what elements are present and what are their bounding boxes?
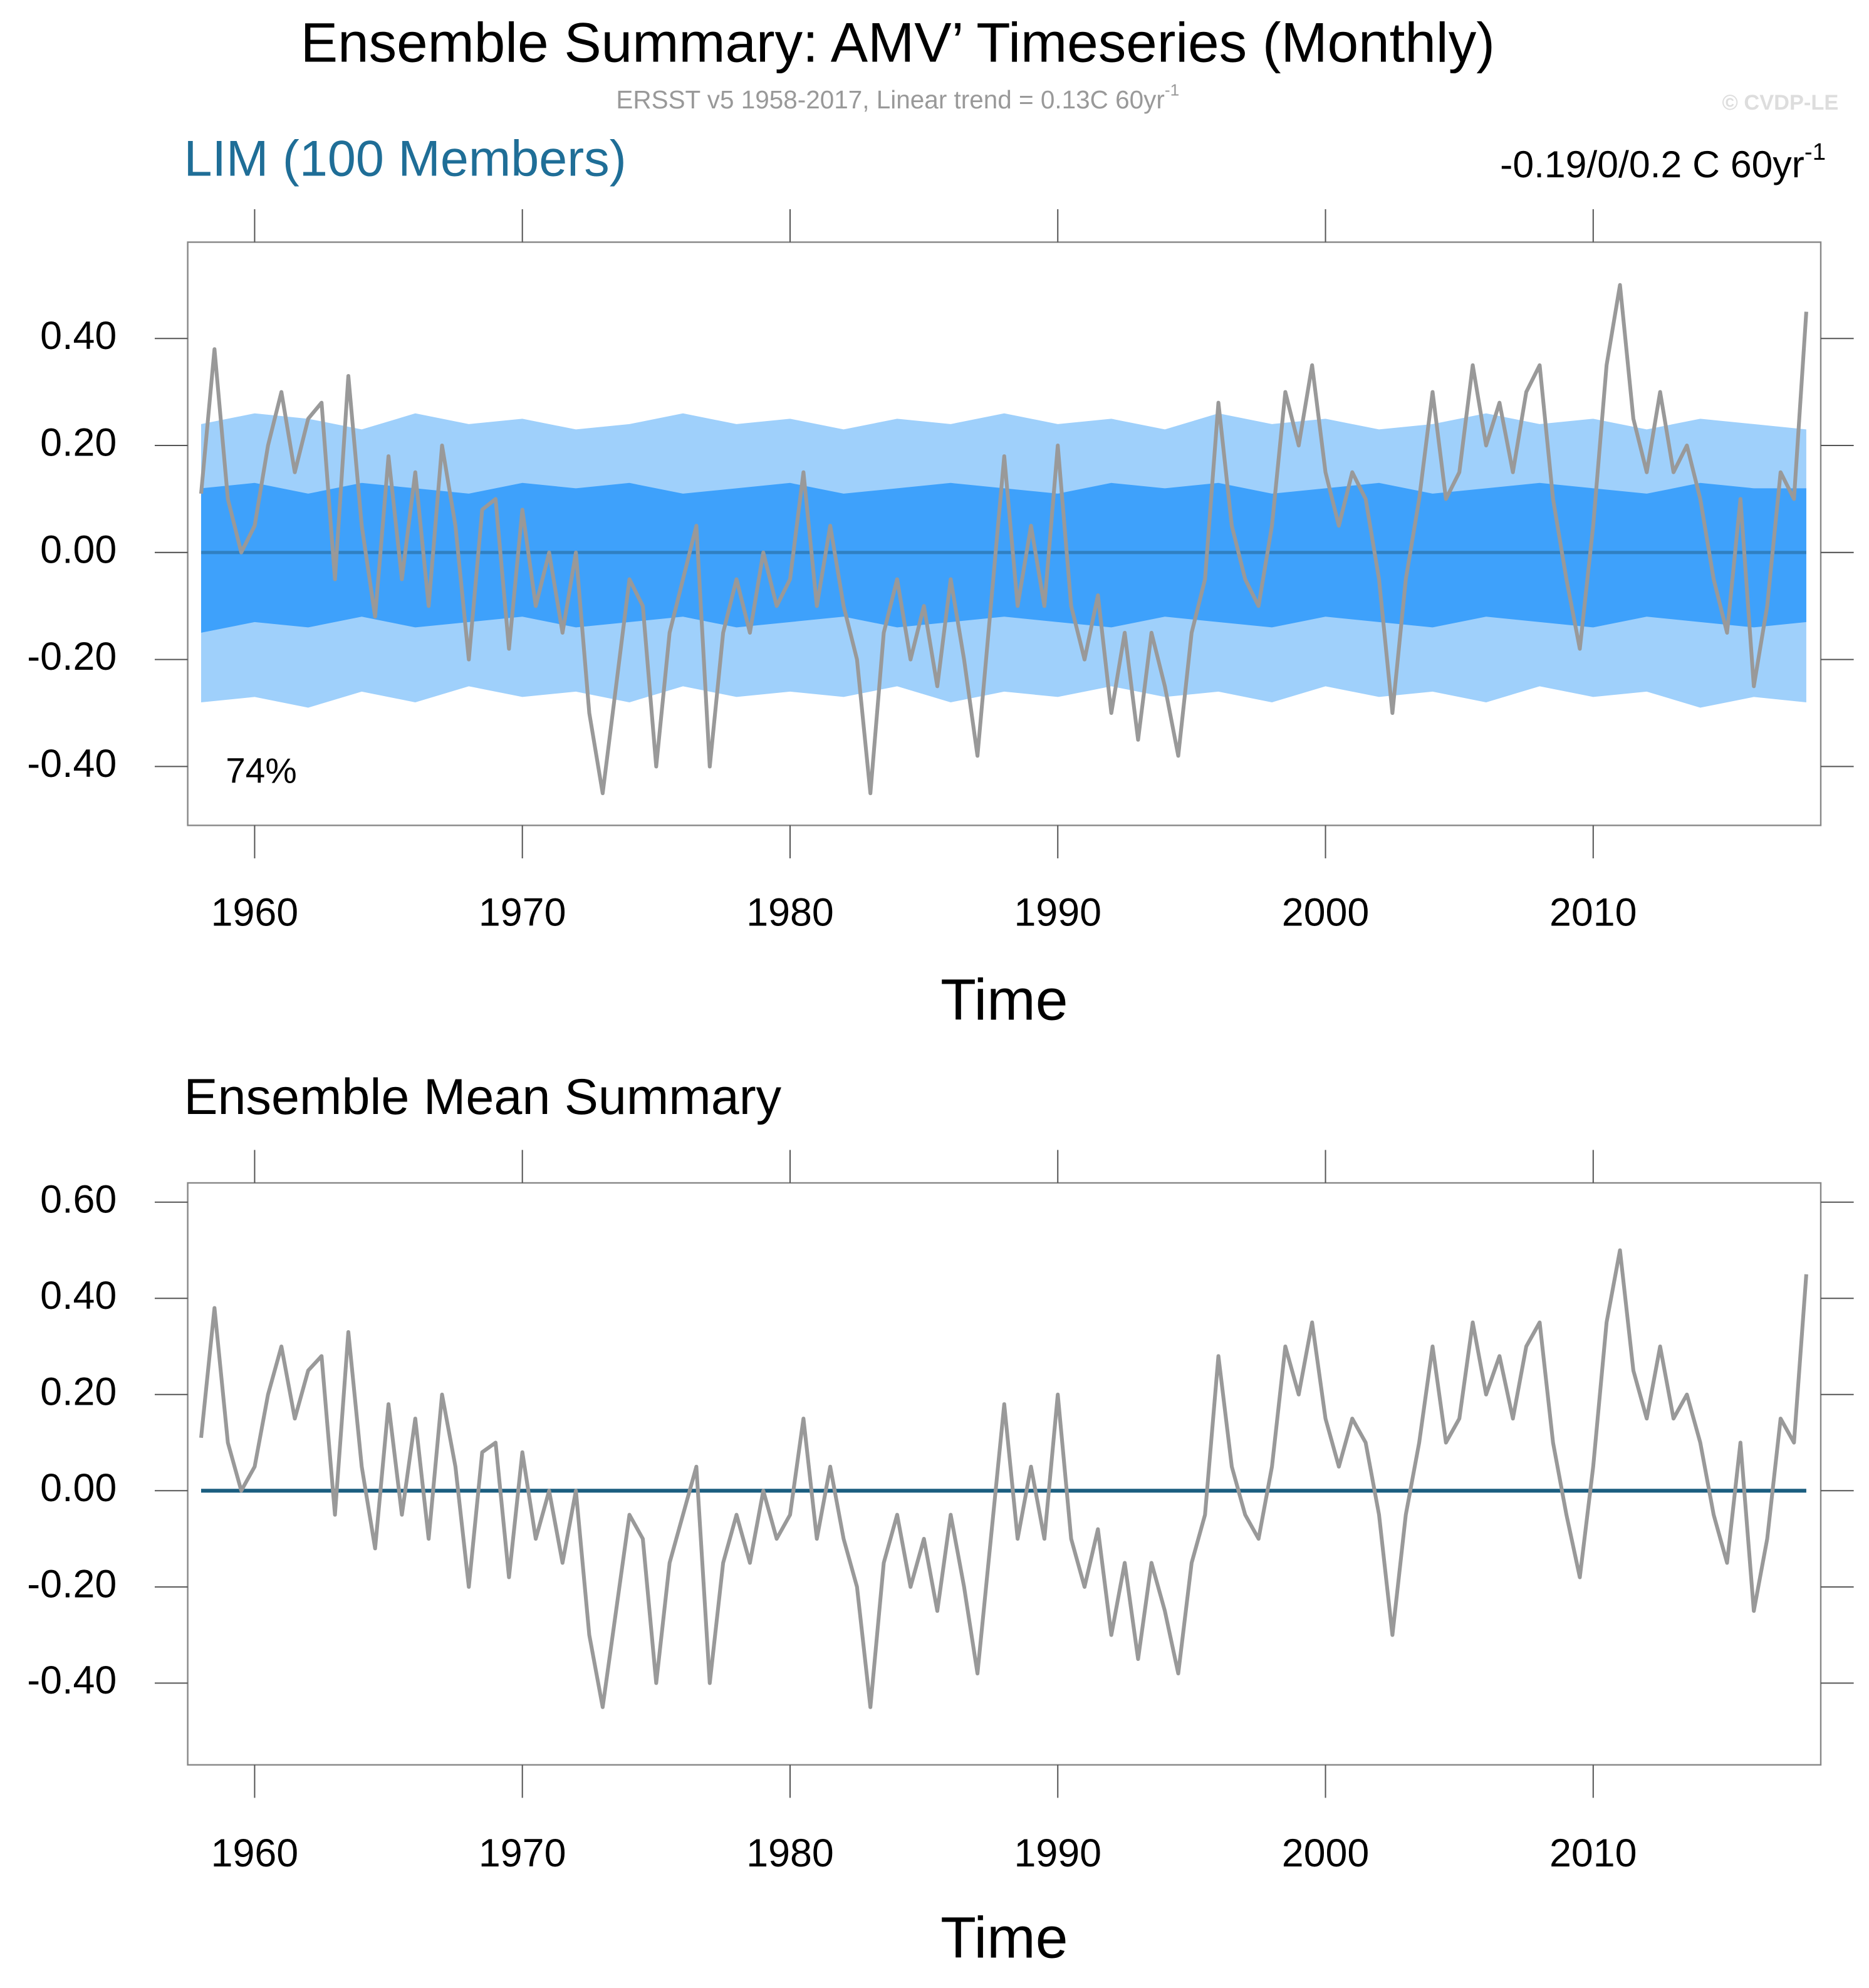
x-tick-label: 1970 bbox=[479, 1831, 566, 1875]
x-axis-label: Time bbox=[940, 1905, 1068, 1970]
x-tick-label: 2010 bbox=[1549, 891, 1637, 935]
x-tick-label: 1960 bbox=[211, 891, 299, 935]
x-tick-label: 1990 bbox=[1014, 891, 1101, 935]
panel-right-title-superscript: -1 bbox=[1804, 138, 1826, 165]
x-tick-label: 2000 bbox=[1282, 1831, 1370, 1875]
panel-title: LIM (100 Members) bbox=[184, 130, 627, 187]
plot-frame bbox=[187, 241, 1822, 826]
y-tick-label: -0.20 bbox=[27, 1562, 117, 1606]
x-tick-label: 1970 bbox=[479, 891, 566, 935]
y-tick-label: 0.40 bbox=[40, 314, 117, 358]
x-tick-label: 2010 bbox=[1549, 1831, 1637, 1875]
subtitle-superscript: -1 bbox=[1165, 81, 1179, 100]
y-tick-label: -0.40 bbox=[27, 1658, 117, 1702]
panel-right-title-text: -0.19/0/0.2 C 60yr bbox=[1500, 143, 1804, 185]
data-line bbox=[199, 1248, 1808, 1709]
panel-right-title: -0.19/0/0.2 C 60yr-1 bbox=[1500, 138, 1826, 185]
y-tick-label: 0.40 bbox=[40, 1274, 117, 1318]
y-tick-label: -0.40 bbox=[27, 742, 117, 786]
plot-frame bbox=[187, 1182, 1822, 1766]
y-tick-label: 0.00 bbox=[40, 1466, 117, 1510]
y-tick-label: 0.20 bbox=[40, 1370, 117, 1413]
y-tick-label: 0.20 bbox=[40, 421, 117, 465]
panel-title: Ensemble Mean Summary bbox=[184, 1069, 782, 1125]
x-axis-label: Time bbox=[940, 967, 1068, 1032]
spread-band bbox=[200, 482, 1806, 633]
page-title: Ensemble Summary: AMV’ Timeseries (Month… bbox=[301, 11, 1495, 73]
y-tick-label: -0.20 bbox=[27, 635, 117, 679]
annotation: 74% bbox=[226, 751, 296, 791]
x-tick-label: 1960 bbox=[211, 1831, 299, 1875]
y-tick-label: 0.00 bbox=[40, 528, 117, 571]
x-tick-label: 1980 bbox=[746, 1831, 834, 1875]
x-tick-label: 1990 bbox=[1014, 1831, 1101, 1875]
x-tick-label: 1980 bbox=[746, 891, 834, 935]
data-line bbox=[199, 283, 1808, 796]
credit: © CVDP-LE bbox=[1722, 91, 1838, 115]
x-tick-label: 2000 bbox=[1282, 891, 1370, 935]
subtitle-text: ERSST v5 1958-2017, Linear trend = 0.13C… bbox=[616, 85, 1164, 114]
subtitle: ERSST v5 1958-2017, Linear trend = 0.13C… bbox=[616, 81, 1179, 114]
y-tick-label: 0.60 bbox=[40, 1177, 117, 1221]
